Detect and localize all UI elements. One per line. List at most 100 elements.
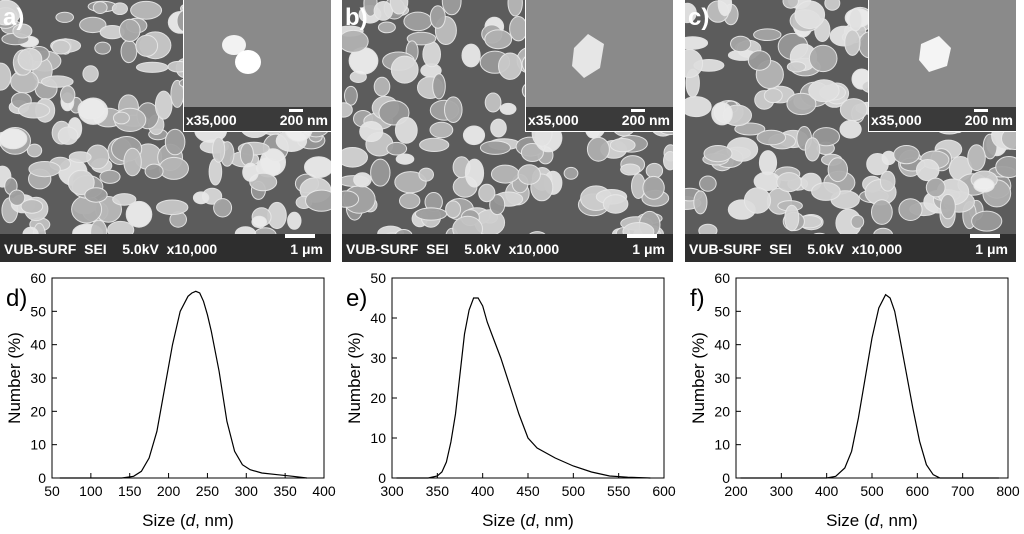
sem-image-b: b) x35,000 200 nm VUB-SURF SEI 5.0kV x10… [342, 0, 673, 262]
particle [517, 164, 541, 185]
particle [239, 142, 254, 166]
y-tick-label: 40 [30, 337, 46, 353]
panel-letter: e) [346, 285, 367, 312]
particle [373, 1, 393, 21]
particle [850, 214, 865, 229]
particle [893, 145, 920, 165]
sem-info-text: VUB-SURF SEI 5.0kV x10,000 [689, 241, 903, 257]
particle [758, 150, 778, 176]
particle [213, 198, 233, 218]
x-tick-label: 600 [906, 483, 930, 499]
particle [305, 189, 331, 212]
particle [120, 39, 138, 64]
particle [251, 215, 268, 229]
particle [55, 11, 74, 23]
particle [389, 0, 409, 15]
particle [158, 156, 189, 180]
particle [871, 199, 893, 225]
particle [67, 169, 95, 195]
particle [726, 137, 759, 162]
inset-info-bar [526, 107, 673, 131]
distribution-chart: 50 100 150 200 250 300 350 400 0 10 20 30 40 50 60d) Si… [5, 270, 336, 530]
inset-scale-bar [974, 109, 988, 112]
particle [812, 127, 840, 147]
particle [342, 29, 369, 53]
particle [78, 97, 109, 125]
plot-frame [51, 277, 325, 479]
particle [489, 194, 506, 216]
inset-scale-bar [289, 109, 303, 112]
particle [342, 147, 368, 168]
y-tick-label: 40 [714, 337, 730, 353]
particle [212, 136, 226, 163]
x-tick-label: 350 [426, 483, 450, 499]
particle [804, 137, 821, 162]
particle [41, 75, 74, 88]
particle [119, 18, 141, 42]
y-axis-label: Number (%) [345, 332, 364, 424]
particle [342, 190, 360, 208]
particle [373, 76, 391, 97]
particle [112, 193, 137, 206]
y-tick-label: 30 [714, 370, 730, 386]
particle [478, 183, 496, 203]
size-distribution-f: 200 300 400 500 600 700 800 0 10 20 30 40 50 60 f) Size… [684, 268, 1020, 534]
particle [479, 140, 511, 155]
particle [377, 21, 396, 34]
sem-scale-label: 1 μm [290, 241, 323, 257]
particle [484, 29, 513, 50]
particle [20, 199, 44, 214]
particle [0, 128, 28, 150]
particle [57, 126, 79, 145]
particle [786, 92, 817, 116]
particle [164, 128, 186, 156]
particle [563, 166, 579, 180]
particle [398, 192, 421, 210]
particle [507, 0, 523, 17]
inset-magnification: x35,000 [871, 112, 922, 128]
particle [17, 102, 51, 119]
particle [915, 159, 940, 182]
y-tick-label: 10 [370, 430, 386, 446]
y-tick-label: 0 [378, 470, 386, 486]
x-tick-label: 400 [312, 483, 336, 499]
particle [353, 172, 372, 188]
single-particle [919, 36, 951, 72]
particle [192, 191, 210, 205]
distribution-curve [396, 297, 651, 479]
particle [94, 41, 112, 55]
inset-scale-bar [631, 109, 645, 112]
particle [808, 79, 840, 103]
particle [112, 111, 130, 125]
sem-info-text: VUB-SURF SEI 5.0kV x10,000 [4, 241, 218, 257]
particle [786, 61, 807, 73]
particle [693, 190, 708, 215]
y-tick-label: 10 [30, 437, 46, 453]
particle [586, 136, 610, 162]
plot-frame [735, 277, 1009, 479]
particle [0, 62, 12, 91]
particle [359, 121, 384, 142]
particle [763, 88, 783, 104]
inset-scale-label: 200 nm [279, 112, 328, 128]
y-tick-label: 10 [714, 437, 730, 453]
y-tick-label: 30 [30, 370, 46, 386]
single-particle [222, 35, 261, 74]
particle [717, 0, 733, 17]
particle [370, 158, 391, 187]
sem-image-c: c) x35,000 200 nm VUB-SURF SEI 5.0kV x10… [685, 0, 1016, 262]
inset-scale-label: 200 nm [621, 112, 670, 128]
particle [395, 153, 415, 165]
x-tick-label: 450 [516, 483, 540, 499]
particle [17, 47, 43, 71]
particle [743, 187, 772, 214]
particle [784, 204, 800, 232]
particle [848, 8, 863, 32]
particle [498, 52, 523, 80]
x-tick-label: 50 [44, 483, 60, 499]
particle [747, 50, 772, 71]
particle [462, 125, 486, 146]
particle [461, 43, 481, 68]
y-tick-label: 50 [370, 270, 386, 286]
particle [0, 0, 21, 26]
